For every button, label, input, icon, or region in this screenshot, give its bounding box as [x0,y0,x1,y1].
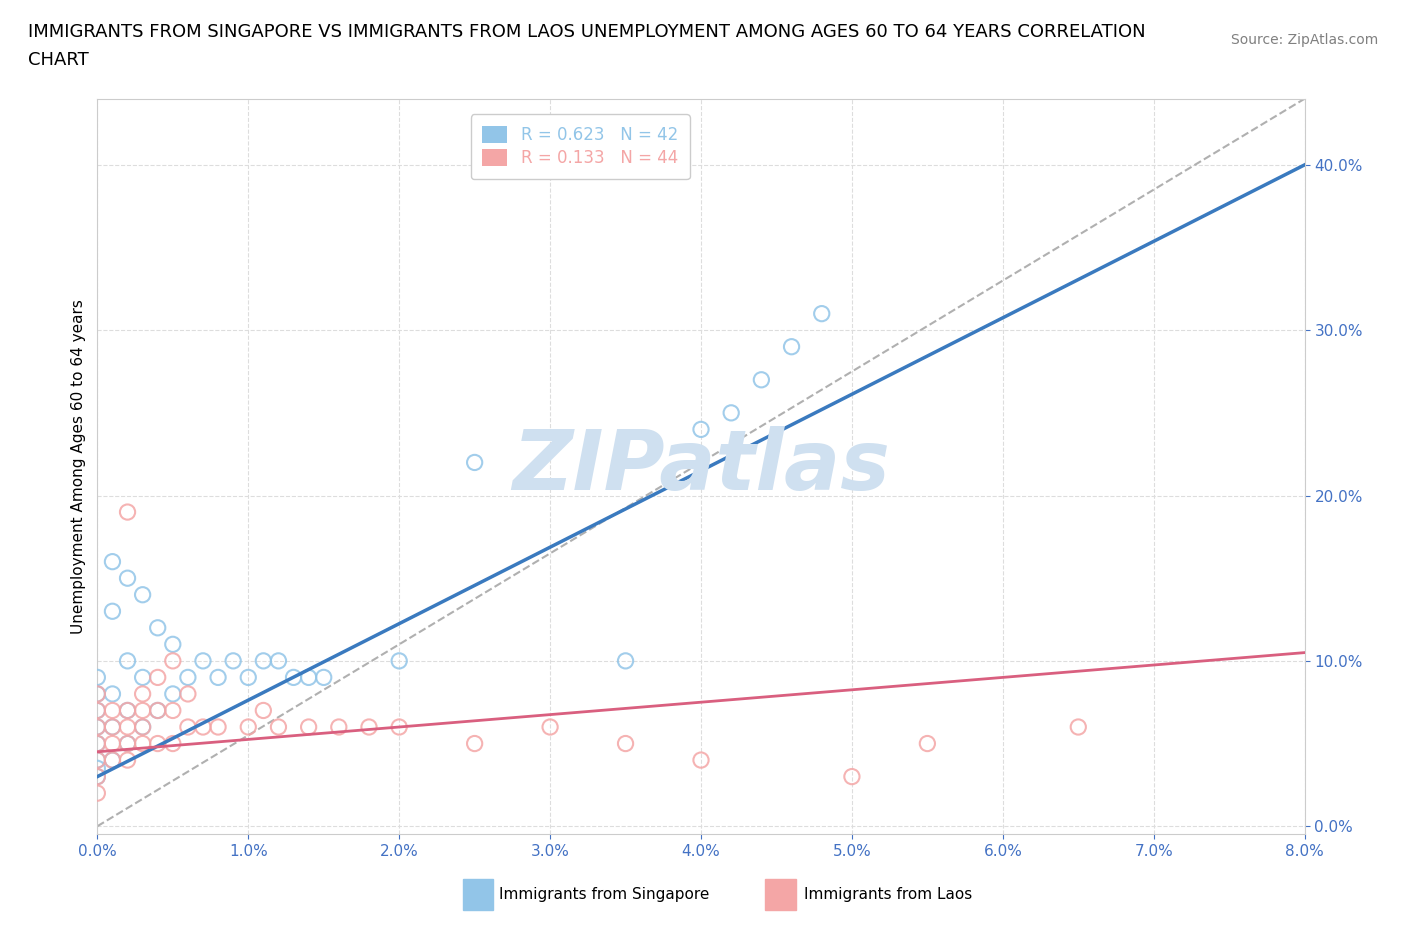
Point [86,703,108,718]
Point [177,670,200,684]
Point [388,654,411,669]
Point [238,720,260,735]
Point [238,670,260,684]
Point [86,752,108,767]
Point [252,654,274,669]
Point [162,686,184,701]
Point [162,654,184,669]
Point [117,654,139,669]
Point [177,686,200,701]
Point [101,554,124,569]
Point [614,737,637,751]
Point [464,455,486,470]
Point [191,720,214,735]
Point [283,670,305,684]
Point [614,654,637,669]
Text: CHART: CHART [28,51,89,69]
Point [86,686,108,701]
Text: Immigrants from Laos: Immigrants from Laos [804,887,973,902]
Point [131,587,153,602]
Text: Source: ZipAtlas.com: Source: ZipAtlas.com [1230,33,1378,46]
Point [101,720,124,735]
Point [86,686,108,701]
Point [101,752,124,767]
Point [86,720,108,735]
Point [464,737,486,751]
Point [131,720,153,735]
Point [86,761,108,776]
Point [117,752,139,767]
Point [117,720,139,735]
Point [267,720,290,735]
Point [162,703,184,718]
Point [86,720,108,735]
Point [86,737,108,751]
Point [86,737,108,751]
Text: ZIPatlas: ZIPatlas [512,426,890,507]
Point [177,720,200,735]
Point [101,604,124,618]
Point [162,637,184,652]
Point [101,737,124,751]
Point [538,720,561,735]
Point [388,720,411,735]
Point [267,654,290,669]
Legend: R = 0.623   N = 42, R = 0.133   N = 44: R = 0.623 N = 42, R = 0.133 N = 44 [471,114,690,179]
Point [101,686,124,701]
Point [117,703,139,718]
Point [751,372,773,387]
Point [101,752,124,767]
Point [146,703,169,718]
Point [312,670,335,684]
Point [86,752,108,767]
Point [690,422,713,437]
Point [252,703,274,718]
Point [131,686,153,701]
Point [810,306,832,321]
Point [117,737,139,751]
Point [146,620,169,635]
Point [917,737,939,751]
Point [690,752,713,767]
Point [298,720,321,735]
Point [146,670,169,684]
Point [146,737,169,751]
Point [207,720,229,735]
Point [131,737,153,751]
Point [162,737,184,751]
Point [101,720,124,735]
Point [131,720,153,735]
Point [101,703,124,718]
Point [357,720,380,735]
Point [720,405,742,420]
Point [841,769,863,784]
Text: IMMIGRANTS FROM SINGAPORE VS IMMIGRANTS FROM LAOS UNEMPLOYMENT AMONG AGES 60 TO : IMMIGRANTS FROM SINGAPORE VS IMMIGRANTS … [28,23,1146,41]
Point [117,703,139,718]
Point [780,339,803,354]
Point [207,670,229,684]
Point [86,786,108,801]
Point [1067,720,1090,735]
Point [298,670,321,684]
Point [222,654,245,669]
Point [86,670,108,684]
Point [86,703,108,718]
Point [117,571,139,586]
Point [146,703,169,718]
Point [117,505,139,520]
Point [131,703,153,718]
Point [328,720,350,735]
Y-axis label: Unemployment Among Ages 60 to 64 years: Unemployment Among Ages 60 to 64 years [72,299,86,634]
Point [117,737,139,751]
Point [131,670,153,684]
Point [191,654,214,669]
Point [86,769,108,784]
Point [86,769,108,784]
Text: Immigrants from Singapore: Immigrants from Singapore [499,887,710,902]
